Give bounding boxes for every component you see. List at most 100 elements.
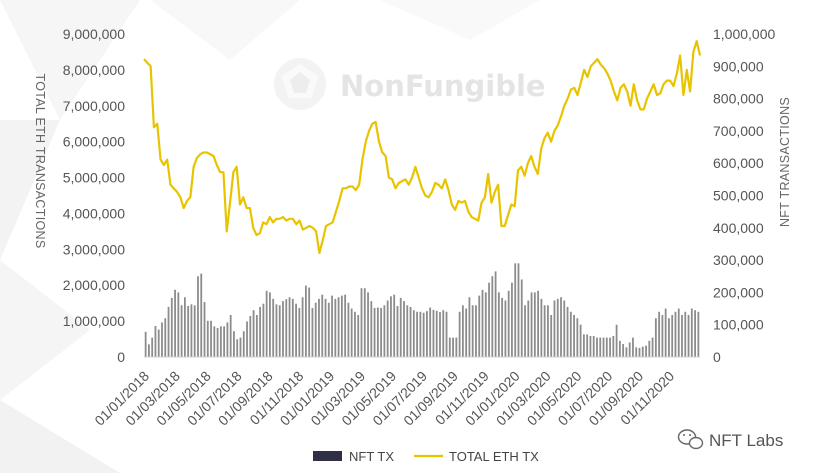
nft-tx-bar — [157, 329, 160, 357]
nft-tx-bar — [288, 297, 291, 357]
nft-tx-bar — [403, 301, 405, 357]
nft-tx-bars — [144, 263, 700, 357]
nft-tx-bar — [167, 306, 170, 357]
nft-tx-bar — [504, 300, 507, 357]
nft-tx-bar — [246, 321, 248, 357]
nft-tx-bar — [367, 292, 369, 357]
nonfungible-watermark: NonFungible — [274, 58, 546, 110]
nft-tx-bar — [229, 315, 232, 357]
nft-tx-bar — [664, 308, 667, 357]
nft-tx-bar — [697, 311, 700, 357]
nft-tx-bar — [687, 315, 690, 357]
nft-tx-bar — [543, 305, 546, 357]
nft-tx-bar — [458, 311, 461, 357]
nft-tx-bar — [304, 285, 307, 357]
nft-tx-bar — [684, 311, 687, 357]
nft-tx-bar — [265, 290, 268, 357]
nft-tx-bar — [596, 337, 598, 357]
legend: NFT TX TOTAL ETH TX — [313, 449, 539, 464]
nft-tx-bar — [484, 292, 487, 357]
nft-tx-bar — [278, 305, 281, 357]
footer-brand-text: NFT Labs — [709, 431, 783, 450]
left-tick-label: 5,000,000 — [63, 170, 125, 186]
nft-tx-bar — [301, 297, 304, 357]
right-tick-label: 700,000 — [713, 123, 764, 139]
nft-tx-bar — [219, 326, 222, 357]
nft-tx-bar — [206, 320, 209, 357]
nft-tx-bar — [242, 331, 245, 357]
nft-tx-bar — [151, 337, 154, 357]
legend-label-nft-tx: NFT TX — [349, 449, 394, 464]
nft-tx-bar — [321, 294, 324, 357]
nft-tx-bar — [530, 292, 533, 357]
nft-tx-bar — [350, 308, 353, 357]
nft-tx-bar — [494, 271, 497, 357]
nft-tx-bar — [308, 287, 311, 357]
nft-tx-bar — [203, 302, 206, 357]
nft-tx-bar — [399, 297, 402, 357]
nft-tx-bar — [373, 307, 376, 357]
nft-tx-bar — [491, 276, 494, 357]
nft-tx-bar — [396, 305, 399, 357]
left-tick-label: 3,000,000 — [63, 241, 125, 257]
nft-tx-bar — [223, 326, 226, 357]
nft-tx-bar — [690, 308, 693, 357]
nft-tx-bar — [556, 298, 559, 357]
nft-tx-bar — [370, 301, 373, 357]
nft-tx-bar — [269, 292, 271, 357]
nft-tx-bar — [435, 310, 438, 357]
nft-tx-bar — [602, 337, 605, 357]
nft-tx-bar — [390, 296, 392, 357]
nft-tx-bar — [331, 295, 333, 357]
nft-tx-bar — [177, 292, 180, 357]
nft-tx-bar — [589, 336, 592, 357]
nft-tx-bar — [409, 306, 412, 357]
nft-tx-bar — [550, 315, 553, 357]
nft-tx-bar — [671, 315, 674, 357]
nft-tx-bar — [282, 301, 284, 357]
left-tick-label: 9,000,000 — [63, 26, 125, 42]
right-tick-label: 800,000 — [713, 91, 764, 107]
nft-tx-bar — [311, 307, 314, 357]
nft-tx-bar — [318, 298, 320, 357]
nft-tx-bar — [582, 334, 585, 357]
nft-tx-bar — [599, 337, 602, 357]
nft-tx-bar — [432, 309, 435, 357]
nft-tx-bar — [193, 305, 196, 357]
nft-tx-bar — [677, 308, 680, 357]
nft-tx-bar — [376, 307, 379, 357]
left-tick-label: 6,000,000 — [63, 134, 125, 150]
nft-tx-bar — [360, 288, 363, 357]
nft-tx-bar — [393, 294, 396, 357]
nonfungible-logo-icon — [274, 58, 326, 110]
nft-tx-bar — [553, 300, 556, 357]
nft-tx-bar — [488, 282, 490, 357]
footer-brand: NFT Labs — [677, 429, 783, 450]
nft-tx-bar — [216, 327, 219, 357]
nft-tx-bar — [174, 289, 176, 357]
nft-tx-bar — [285, 299, 288, 357]
nft-tx-bar — [668, 318, 670, 357]
nft-tx-bar — [586, 334, 589, 357]
nft-tx-bar — [674, 311, 677, 357]
nft-tx-bar — [442, 310, 445, 357]
nft-tx-bar — [187, 305, 190, 357]
right-tick-label: 1,000,000 — [713, 26, 775, 42]
nft-tx-bar — [625, 347, 628, 357]
nft-tx-bar — [566, 306, 569, 357]
left-axis-ticks: 0 1,000,000 2,000,000 3,000,000 4,000,000 5,0… — [63, 26, 126, 365]
nft-tx-bar — [183, 297, 186, 357]
nft-tx-bar — [154, 325, 157, 357]
background-decoration — [0, 120, 120, 473]
nft-tx-bar — [314, 302, 317, 357]
nft-tx-bar — [161, 322, 163, 357]
nft-tx-bar — [455, 337, 458, 357]
nft-tx-bar — [439, 312, 441, 357]
nft-tx-bar — [334, 298, 337, 357]
right-axis-ticks: 0 100,000 200,000 300,000 400,000 500,000 600,… — [713, 26, 775, 365]
nft-tx-bar — [298, 307, 301, 357]
left-tick-label: 7,000,000 — [63, 98, 125, 114]
nft-tx-bar — [200, 273, 203, 357]
